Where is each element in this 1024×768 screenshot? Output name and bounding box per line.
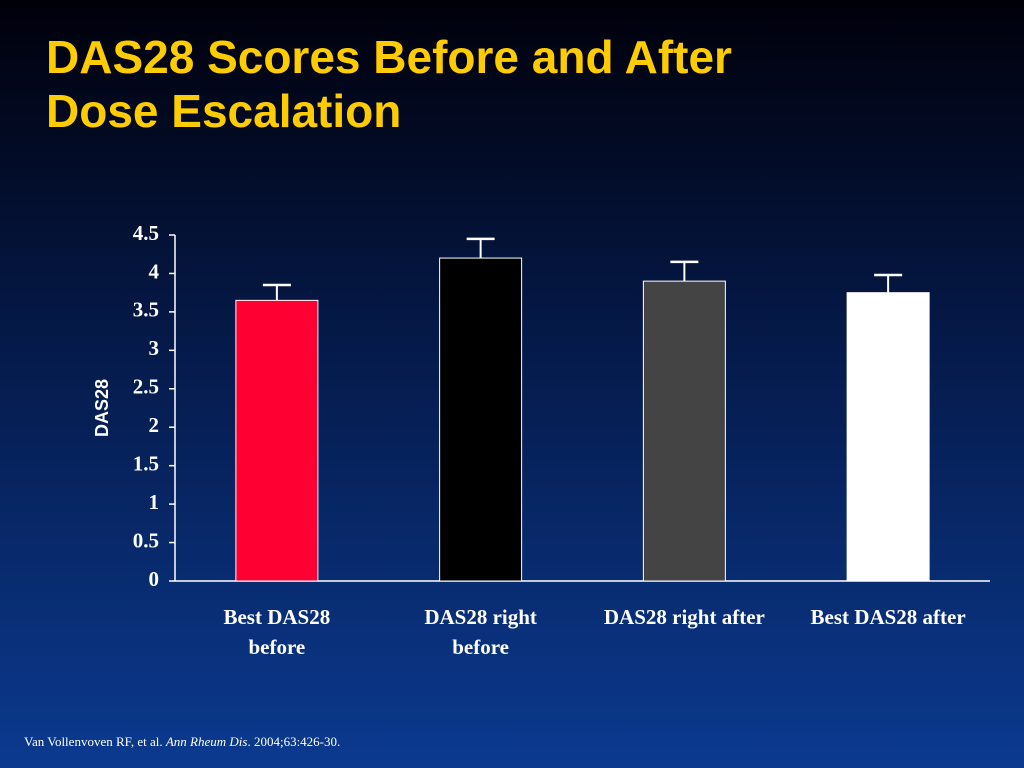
citation-authors: Van Vollenvoven RF, et al. [24, 734, 166, 749]
y-tick-label: 3 [149, 336, 160, 360]
bar [439, 257, 523, 582]
y-tick-label: 2.5 [133, 375, 159, 399]
bar [846, 292, 930, 582]
citation-journal: Ann Rheum Dis [165, 734, 248, 749]
y-tick-label: 3.5 [133, 298, 159, 322]
y-tick-label: 0.5 [133, 528, 159, 552]
citation: Van Vollenvoven RF, et al. Ann Rheum Dis… [24, 734, 340, 750]
y-tick-label: 4.5 [133, 221, 159, 245]
x-tick-label: Best DAS28 after [810, 605, 966, 629]
x-tick-label: Best DAS28 before [223, 605, 331, 659]
y-axis-label: DAS28 [92, 379, 112, 437]
x-tick-label: DAS28 right after [603, 605, 765, 629]
bar [235, 299, 319, 582]
y-tick-label: 1.5 [133, 451, 159, 475]
citation-details: . 2004;63:426-30. [247, 734, 341, 749]
y-tick-label: 2 [149, 413, 160, 437]
y-tick-label: 1 [149, 490, 160, 514]
y-tick-label: 4 [149, 259, 160, 283]
x-tick-label: DAS28 right before [424, 605, 537, 659]
bar [642, 280, 726, 582]
slide-title: DAS28 Scores Before and After Dose Escal… [46, 31, 732, 137]
y-tick-label: 0 [149, 567, 160, 591]
